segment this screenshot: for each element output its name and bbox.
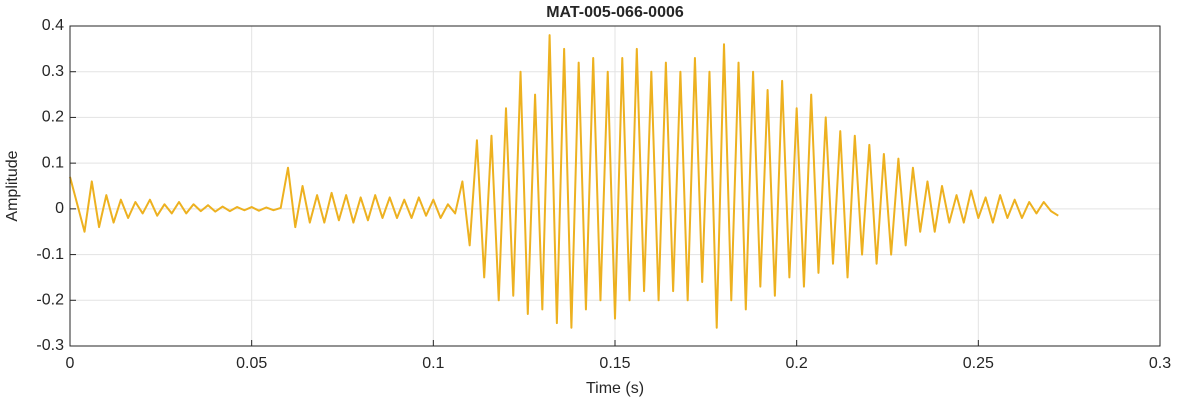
x-tick-label: 0.3: [1149, 355, 1171, 372]
y-tick-label: 0.4: [42, 17, 64, 34]
x-tick-label: 0.05: [236, 355, 267, 372]
chart-title: MAT-005-066-0006: [546, 4, 684, 21]
x-tick-label: 0.25: [963, 355, 994, 372]
x-axis-label: Time (s): [586, 380, 644, 397]
plot-frame: [69, 25, 1161, 347]
x-tick-label: 0.1: [422, 355, 444, 372]
x-tick-label: 0.2: [786, 355, 808, 372]
x-tick-label: 0.15: [599, 355, 630, 372]
y-tick-label: -0.2: [36, 292, 64, 309]
x-tick-label: 0: [66, 355, 75, 372]
y-tick-label: 0: [55, 200, 64, 217]
y-axis-label: Amplitude: [4, 150, 21, 221]
y-tick-label: 0.1: [42, 154, 64, 171]
y-tick-label: -0.3: [36, 337, 64, 354]
y-tick-label: 0.2: [42, 109, 64, 126]
waveform-line: [69, 34, 1059, 329]
y-tick-label: 0.3: [42, 63, 64, 80]
y-tick-label: -0.1: [36, 246, 64, 263]
